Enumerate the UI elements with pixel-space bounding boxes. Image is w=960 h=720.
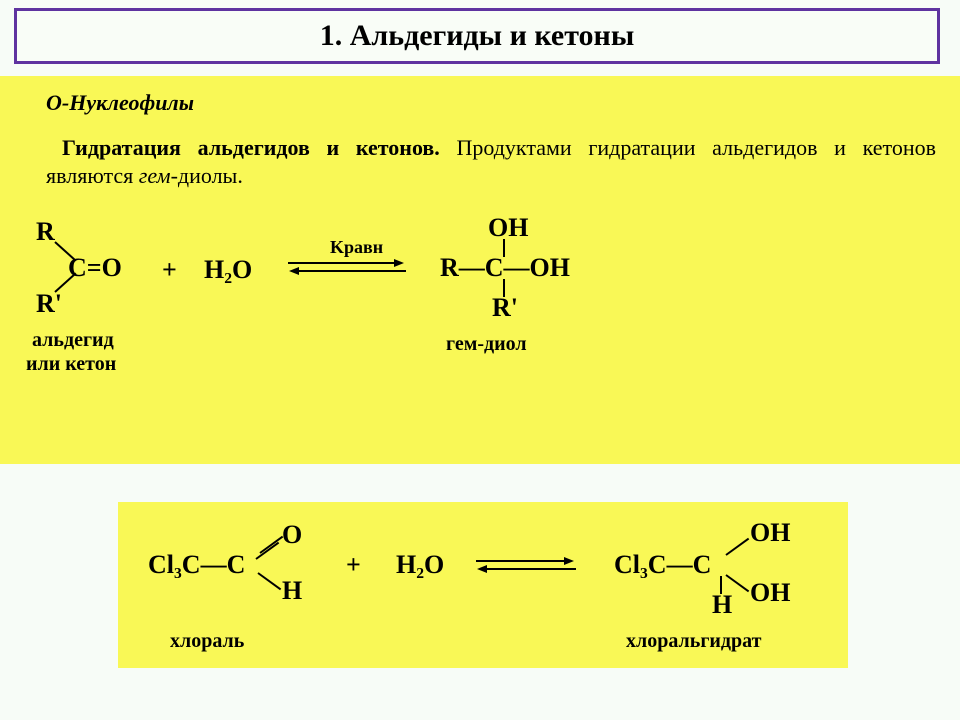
eq-arrow2-bottom-head [477,565,487,573]
label-or-ketone: или кетон [26,353,116,376]
chloral-cl3c: Cl₃C—C [148,550,245,580]
plus-sign-2: + [346,550,361,580]
para-tail: -диолы. [171,163,243,188]
label-aldehyde: альдегид [32,329,114,352]
product-oh-top-bond [725,538,749,556]
gemdioi-center: R—C—OH [440,253,570,283]
title-box: 1. Альдегиды и кетоны [14,8,940,64]
r-group-top: R [36,217,55,247]
eq-arrow-top [288,262,396,264]
eq-arrow-top-head [394,259,404,267]
reaction-scheme-1: R C=O R' + H₂O Kравн OH R—C—OH R' альдег… [32,213,936,393]
eq-arrow2-top-head [564,557,574,565]
chloral-h: H [282,576,302,606]
water-2: H₂O [396,550,444,580]
para-lead: Гидратация альдегидов и кетонов. [46,135,440,160]
product-h: H [712,590,732,620]
label-gemdioi: гем-диол [446,333,527,356]
eq-arrow-bottom-head [289,267,299,275]
eq-arrow2-bottom [486,568,576,570]
product-oh-bot: OH [750,578,790,608]
label-chloralhydrate: хлоральгидрат [626,630,761,653]
r-prime-bottom: R' [36,289,62,319]
para-italic: гем [139,163,171,188]
carbonyl-group: C=O [68,253,122,283]
chloral-o: O [282,520,302,550]
reaction-scheme-2: Cl₃C—C O H + H₂O Cl₃C—C OH H OH хлораль … [118,502,848,668]
r-prime-product: R' [492,293,518,323]
main-content-box: O-Нуклеофилы Гидратация альдегидов и кет… [0,76,960,464]
description-paragraph: Гидратация альдегидов и кетонов. Продукт… [46,134,936,189]
page-title: 1. Альдегиды и кетоны [320,19,635,53]
k-equilibrium: Kравн [330,237,383,258]
second-reaction-box: Cl₃C—C O H + H₂O Cl₃C—C OH H OH хлораль … [118,502,848,668]
eq-arrow2-top [476,560,566,562]
oh-top: OH [488,213,528,243]
product-cl3c: Cl₃C—C [614,550,711,580]
chloral-dbl-2 [255,542,279,560]
plus-sign-1: + [162,255,177,285]
eq-arrow-bottom [298,270,406,272]
label-chloral: хлораль [170,630,244,653]
water-1: H₂O [204,255,252,285]
chloral-h-bond [257,572,281,590]
subtitle: O-Нуклеофилы [46,90,936,116]
product-oh-top: OH [750,518,790,548]
